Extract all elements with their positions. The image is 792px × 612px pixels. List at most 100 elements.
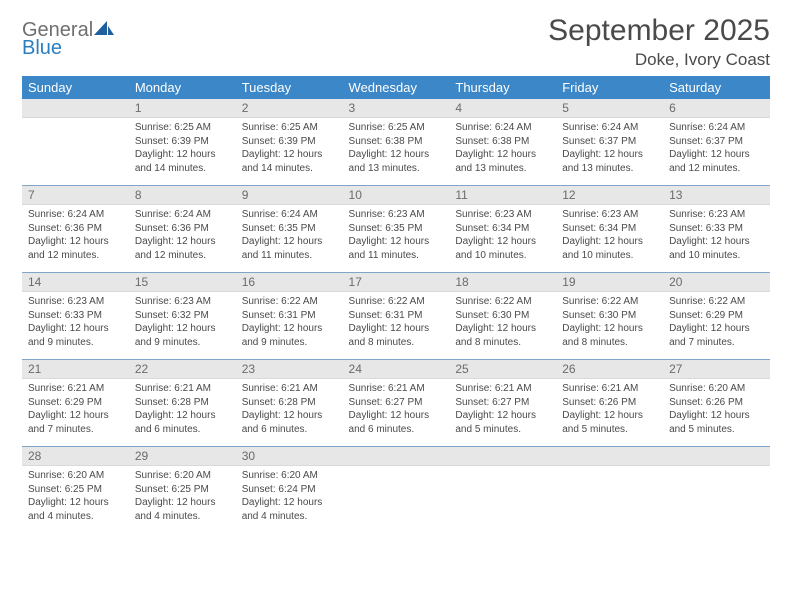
- sunrise-text: Sunrise: 6:23 AM: [349, 208, 444, 222]
- sunset-text: Sunset: 6:27 PM: [455, 396, 550, 410]
- daylight-text: Daylight: 12 hours: [28, 496, 123, 510]
- sunset-text: Sunset: 6:28 PM: [242, 396, 337, 410]
- daylight-text: Daylight: 12 hours: [28, 235, 123, 249]
- sunrise-text: Sunrise: 6:23 AM: [135, 295, 230, 309]
- sunrise-text: Sunrise: 6:25 AM: [135, 121, 230, 135]
- day-number: 12: [556, 186, 663, 205]
- daylight-text: and 13 minutes.: [349, 162, 444, 176]
- sunrise-text: Sunrise: 6:21 AM: [562, 382, 657, 396]
- day-number-row: 21222324252627: [22, 360, 770, 379]
- day-number: 17: [343, 273, 450, 292]
- daylight-text: and 9 minutes.: [135, 336, 230, 350]
- day-number: 14: [22, 273, 129, 292]
- daylight-text: and 8 minutes.: [455, 336, 550, 350]
- day-content-row: Sunrise: 6:25 AMSunset: 6:39 PMDaylight:…: [22, 118, 770, 186]
- daylight-text: Daylight: 12 hours: [562, 322, 657, 336]
- sunrise-text: Sunrise: 6:24 AM: [28, 208, 123, 222]
- day-cell: Sunrise: 6:23 AMSunset: 6:35 PMDaylight:…: [343, 205, 450, 273]
- daylight-text: and 5 minutes.: [562, 423, 657, 437]
- sunrise-text: Sunrise: 6:25 AM: [349, 121, 444, 135]
- sunrise-text: Sunrise: 6:24 AM: [135, 208, 230, 222]
- sunset-text: Sunset: 6:26 PM: [669, 396, 764, 410]
- day-number: [663, 447, 770, 466]
- day-content-row: Sunrise: 6:21 AMSunset: 6:29 PMDaylight:…: [22, 379, 770, 447]
- daylight-text: Daylight: 12 hours: [669, 235, 764, 249]
- day-cell: Sunrise: 6:20 AMSunset: 6:24 PMDaylight:…: [236, 466, 343, 534]
- sunrise-text: Sunrise: 6:24 AM: [562, 121, 657, 135]
- daylight-text: Daylight: 12 hours: [242, 235, 337, 249]
- daylight-text: Daylight: 12 hours: [669, 148, 764, 162]
- daylight-text: Daylight: 12 hours: [349, 322, 444, 336]
- daylight-text: and 10 minutes.: [669, 249, 764, 263]
- day-content-row: Sunrise: 6:20 AMSunset: 6:25 PMDaylight:…: [22, 466, 770, 534]
- day-content-row: Sunrise: 6:23 AMSunset: 6:33 PMDaylight:…: [22, 292, 770, 360]
- logo-text: General Blue: [22, 20, 115, 57]
- sunrise-text: Sunrise: 6:22 AM: [455, 295, 550, 309]
- sunset-text: Sunset: 6:39 PM: [135, 135, 230, 149]
- sunset-text: Sunset: 6:33 PM: [28, 309, 123, 323]
- weekday-header: Tuesday: [236, 76, 343, 99]
- day-number: 20: [663, 273, 770, 292]
- day-cell: Sunrise: 6:24 AMSunset: 6:36 PMDaylight:…: [129, 205, 236, 273]
- daylight-text: and 6 minutes.: [242, 423, 337, 437]
- sunrise-text: Sunrise: 6:23 AM: [669, 208, 764, 222]
- day-number: 18: [449, 273, 556, 292]
- calendar-body: 123456Sunrise: 6:25 AMSunset: 6:39 PMDay…: [22, 99, 770, 533]
- sunset-text: Sunset: 6:31 PM: [242, 309, 337, 323]
- day-cell: Sunrise: 6:23 AMSunset: 6:33 PMDaylight:…: [22, 292, 129, 360]
- sunrise-text: Sunrise: 6:21 AM: [242, 382, 337, 396]
- sunrise-text: Sunrise: 6:24 AM: [455, 121, 550, 135]
- weekday-header: Sunday: [22, 76, 129, 99]
- day-cell: Sunrise: 6:25 AMSunset: 6:39 PMDaylight:…: [236, 118, 343, 186]
- title-block: September 2025 Doke, Ivory Coast: [548, 14, 770, 70]
- sunset-text: Sunset: 6:28 PM: [135, 396, 230, 410]
- day-cell: Sunrise: 6:21 AMSunset: 6:27 PMDaylight:…: [449, 379, 556, 447]
- day-content-row: Sunrise: 6:24 AMSunset: 6:36 PMDaylight:…: [22, 205, 770, 273]
- day-number: [343, 447, 450, 466]
- daylight-text: Daylight: 12 hours: [455, 322, 550, 336]
- daylight-text: and 12 minutes.: [669, 162, 764, 176]
- daylight-text: and 11 minutes.: [349, 249, 444, 263]
- sunset-text: Sunset: 6:30 PM: [562, 309, 657, 323]
- sunrise-text: Sunrise: 6:21 AM: [135, 382, 230, 396]
- day-cell: Sunrise: 6:23 AMSunset: 6:32 PMDaylight:…: [129, 292, 236, 360]
- day-number: 4: [449, 99, 556, 118]
- daylight-text: and 12 minutes.: [135, 249, 230, 263]
- weekday-header: Friday: [556, 76, 663, 99]
- daylight-text: and 4 minutes.: [28, 510, 123, 524]
- daylight-text: and 4 minutes.: [135, 510, 230, 524]
- page-header: General Blue September 2025 Doke, Ivory …: [22, 14, 770, 70]
- sunrise-text: Sunrise: 6:20 AM: [28, 469, 123, 483]
- day-number: 28: [22, 447, 129, 466]
- daylight-text: and 8 minutes.: [562, 336, 657, 350]
- daylight-text: Daylight: 12 hours: [28, 409, 123, 423]
- day-number: [449, 447, 556, 466]
- daylight-text: and 9 minutes.: [242, 336, 337, 350]
- sunrise-text: Sunrise: 6:20 AM: [242, 469, 337, 483]
- day-number: 3: [343, 99, 450, 118]
- day-number: 10: [343, 186, 450, 205]
- day-cell: [343, 466, 450, 534]
- daylight-text: and 8 minutes.: [349, 336, 444, 350]
- daylight-text: and 7 minutes.: [669, 336, 764, 350]
- day-number: 19: [556, 273, 663, 292]
- day-number: 6: [663, 99, 770, 118]
- day-cell: [22, 118, 129, 186]
- day-cell: Sunrise: 6:21 AMSunset: 6:29 PMDaylight:…: [22, 379, 129, 447]
- sunrise-text: Sunrise: 6:23 AM: [28, 295, 123, 309]
- day-number: 13: [663, 186, 770, 205]
- daylight-text: and 4 minutes.: [242, 510, 337, 524]
- day-cell: [663, 466, 770, 534]
- daylight-text: and 14 minutes.: [242, 162, 337, 176]
- sunrise-text: Sunrise: 6:24 AM: [669, 121, 764, 135]
- sunrise-text: Sunrise: 6:21 AM: [349, 382, 444, 396]
- daylight-text: Daylight: 12 hours: [669, 322, 764, 336]
- sunset-text: Sunset: 6:29 PM: [28, 396, 123, 410]
- sunrise-text: Sunrise: 6:21 AM: [28, 382, 123, 396]
- day-number: [22, 99, 129, 118]
- month-title: September 2025: [548, 14, 770, 48]
- sunset-text: Sunset: 6:30 PM: [455, 309, 550, 323]
- daylight-text: and 5 minutes.: [455, 423, 550, 437]
- daylight-text: Daylight: 12 hours: [135, 409, 230, 423]
- day-cell: Sunrise: 6:23 AMSunset: 6:33 PMDaylight:…: [663, 205, 770, 273]
